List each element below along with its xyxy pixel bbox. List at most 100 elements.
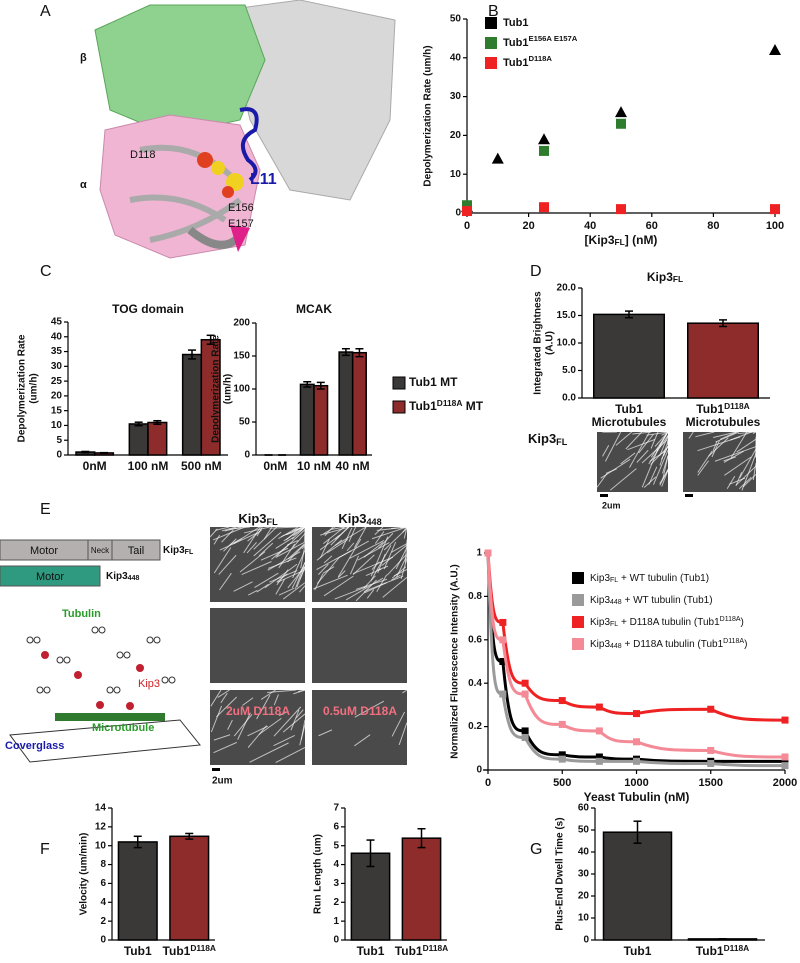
error-bar bbox=[153, 419, 162, 426]
y-axis-label: Plus-End Dwell Time (s) bbox=[555, 817, 566, 930]
filament bbox=[354, 734, 371, 747]
y-tick-label: 0.8 bbox=[468, 591, 482, 602]
filament bbox=[735, 472, 743, 487]
y-tick-label: 5 bbox=[333, 840, 339, 851]
series-line bbox=[486, 552, 786, 768]
bar bbox=[169, 835, 210, 941]
micrograph-label-part: Kip3 bbox=[528, 431, 556, 446]
y-tick-label: 14 bbox=[95, 803, 107, 814]
filament bbox=[395, 547, 408, 570]
x-tick-label: 40 bbox=[584, 220, 596, 232]
error-bar bbox=[185, 832, 194, 840]
panel-letter: C bbox=[40, 263, 52, 280]
filament bbox=[269, 570, 298, 583]
x-tick-label: Tub1D118A bbox=[395, 943, 448, 959]
diagram-label: Kip3 bbox=[138, 678, 160, 690]
filament bbox=[313, 574, 348, 590]
y-tick-label: 7 bbox=[333, 803, 339, 814]
filament bbox=[210, 689, 222, 707]
filament bbox=[625, 431, 643, 450]
filament bbox=[663, 445, 669, 457]
y-tick-label: 10 bbox=[95, 840, 107, 851]
y-axis-label: Depolymerization Rate bbox=[211, 335, 222, 443]
structure-label: E157 bbox=[228, 218, 254, 230]
error-bar bbox=[719, 319, 727, 328]
filament bbox=[216, 696, 238, 718]
alpha-subunit bbox=[99, 114, 261, 259]
bar bbox=[117, 841, 158, 941]
legend-swatch bbox=[485, 17, 497, 29]
point bbox=[595, 727, 603, 735]
point bbox=[539, 145, 549, 156]
filament bbox=[278, 526, 299, 540]
filament bbox=[371, 526, 408, 540]
filament bbox=[334, 585, 368, 600]
micrograph-bg bbox=[210, 608, 305, 683]
point bbox=[462, 206, 472, 217]
x-tick-label-part: D118A bbox=[190, 943, 216, 953]
filament bbox=[381, 544, 408, 566]
point bbox=[633, 757, 640, 765]
structure-label: L11 bbox=[250, 171, 277, 188]
filament bbox=[298, 585, 306, 593]
y-tick-label: 15.0 bbox=[557, 310, 577, 321]
y-tick-label: 0.6 bbox=[468, 634, 482, 645]
filament bbox=[713, 431, 737, 438]
filament bbox=[276, 569, 289, 586]
y-tick-label: 4 bbox=[100, 897, 106, 908]
structure-label: α bbox=[80, 179, 87, 191]
y-tick-label: 0.4 bbox=[468, 678, 482, 689]
x-tick-label: Tub1 bbox=[124, 944, 152, 958]
legend-label-part: Tub1 bbox=[409, 399, 437, 413]
bar bbox=[299, 383, 315, 456]
x-axis-label-part: FL bbox=[615, 237, 625, 247]
legend-label-part: FL bbox=[610, 577, 618, 584]
x-tick-label: 500 nM bbox=[181, 459, 222, 473]
filament bbox=[661, 431, 669, 436]
legend-label-part: 448 bbox=[610, 643, 622, 650]
bar bbox=[338, 351, 354, 456]
scale-label: 2um bbox=[602, 500, 621, 510]
chart-title-part: FL bbox=[673, 274, 683, 284]
construct-label-part: FL bbox=[185, 549, 194, 556]
filament bbox=[278, 543, 296, 569]
structure-label: β bbox=[80, 52, 87, 64]
error-bar bbox=[81, 450, 90, 454]
chart-title: Kip3FL bbox=[647, 270, 683, 284]
scale-bar bbox=[685, 494, 693, 497]
filament bbox=[374, 526, 384, 536]
filament bbox=[383, 541, 397, 570]
filament bbox=[391, 574, 401, 581]
legend-label-part: E156A E157A bbox=[528, 34, 577, 43]
legend-label: Kip3FL + WT tubulin (Tub1) bbox=[590, 573, 709, 584]
y-axis-label: Normalized Fluorescence Intensity (A.U.) bbox=[450, 564, 461, 759]
y-tick-label: 0 bbox=[476, 765, 482, 776]
legend-label-part: Kip3 bbox=[590, 617, 610, 628]
x-tick-label: Microtubules bbox=[686, 415, 761, 429]
condition-label: 0.5uM D118A bbox=[323, 704, 397, 718]
y-axis-label: (A.U) bbox=[545, 331, 556, 355]
filament bbox=[739, 448, 757, 479]
filament bbox=[629, 431, 650, 468]
x-tick-label: Microtubules bbox=[592, 415, 667, 429]
legend-label-part: D118A bbox=[437, 398, 463, 408]
filament bbox=[318, 729, 333, 737]
condition-label: 2uM D118A bbox=[226, 704, 290, 718]
structure-label: D118 bbox=[130, 149, 155, 161]
point bbox=[595, 703, 603, 711]
error-bar bbox=[133, 835, 142, 849]
legend-swatch bbox=[572, 572, 584, 584]
domain-label: Tail bbox=[128, 545, 145, 557]
filament bbox=[615, 431, 633, 446]
micrograph bbox=[683, 431, 757, 492]
y-axis-label: Velocity (um/min) bbox=[79, 833, 90, 916]
filament bbox=[247, 589, 258, 596]
point bbox=[539, 202, 549, 213]
panel-letter: F bbox=[40, 841, 50, 858]
kip3-motors bbox=[41, 651, 144, 710]
filament bbox=[247, 725, 267, 748]
point bbox=[616, 204, 626, 215]
error-bar bbox=[366, 839, 375, 868]
point bbox=[558, 755, 566, 763]
legend-label-part: + D118A tubulin (Tub1 bbox=[618, 617, 720, 628]
